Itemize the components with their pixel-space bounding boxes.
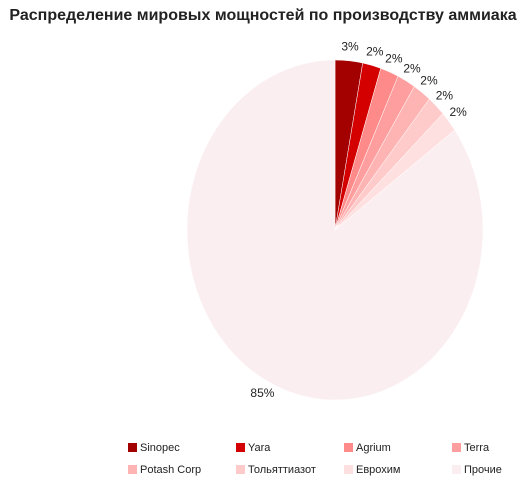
data-label: 2% <box>403 61 421 75</box>
legend-swatch <box>236 443 245 452</box>
legend-label: Potash Corp <box>140 464 201 476</box>
legend-swatch <box>344 465 353 474</box>
legend-label: Прочие <box>464 464 502 476</box>
data-label: 3% <box>341 39 359 53</box>
pie-slice <box>186 59 484 401</box>
legend-swatch <box>128 443 137 452</box>
legend-label: Sinopec <box>140 442 180 454</box>
legend-label: Agrium <box>356 442 391 454</box>
legend-swatch <box>236 465 245 474</box>
legend-swatch <box>344 443 353 452</box>
legend-label: Terra <box>464 442 490 454</box>
legend-label: Yara <box>248 442 271 454</box>
legend-swatch <box>452 443 461 452</box>
data-label: 2% <box>436 88 454 102</box>
data-label: 2% <box>385 51 403 65</box>
data-label: 2% <box>449 105 467 119</box>
legend-swatch <box>128 465 137 474</box>
legend-swatch <box>452 465 461 474</box>
chart-title: Распределение мировых мощностей по произ… <box>9 7 516 24</box>
legend-label: Еврохим <box>356 464 401 476</box>
data-label: 2% <box>420 74 438 88</box>
legend-label: Тольяттиазот <box>248 464 316 476</box>
data-label: 2% <box>366 44 384 58</box>
data-label: 85% <box>250 386 274 400</box>
